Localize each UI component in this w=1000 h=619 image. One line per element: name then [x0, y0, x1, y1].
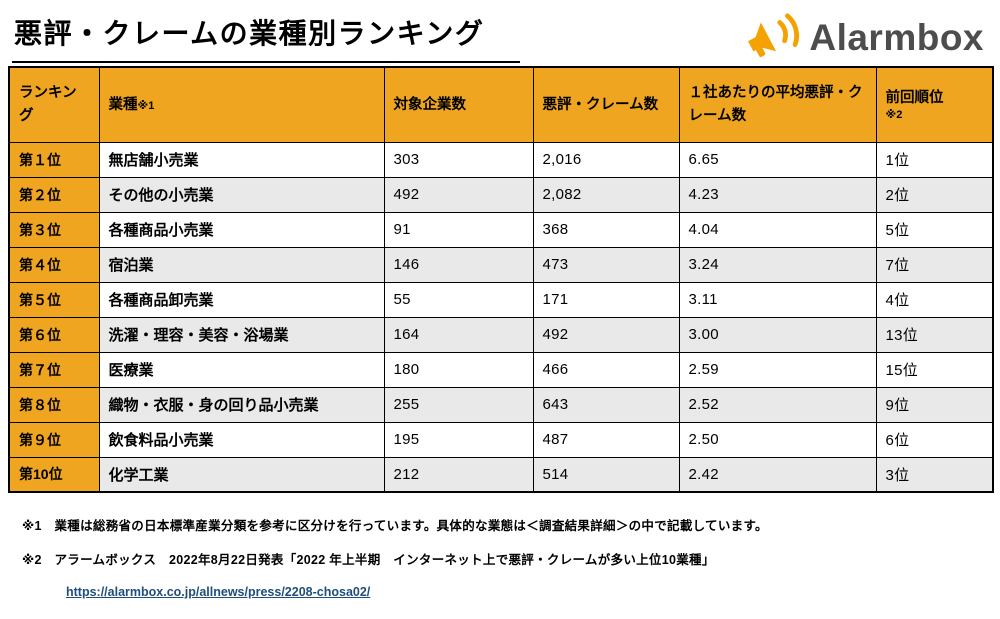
- col-header-ranking: ランキング: [8, 66, 100, 143]
- header-row: ランキング 業種※1 対象企業数 悪評・クレーム数 １社あたりの平均悪評・クレー…: [8, 66, 994, 143]
- industry-cell: 各種商品小売業: [98, 211, 385, 248]
- table-row: 第６位 洗濯・理容・美容・浴場業 164 492 3.00 13位: [8, 316, 994, 353]
- complaints-cell: 643: [532, 386, 680, 423]
- rank-cell: 第10位: [8, 456, 100, 493]
- complaints-cell: 487: [532, 421, 680, 458]
- average-cell: 3.11: [678, 281, 877, 318]
- table-row: 第４位 宿泊業 146 473 3.24 7位: [8, 246, 994, 283]
- average-cell: 3.00: [678, 316, 877, 353]
- average-cell: 6.65: [678, 141, 877, 178]
- companies-cell: 91: [383, 211, 534, 248]
- average-cell: 3.24: [678, 246, 877, 283]
- rank-cell: 第４位: [8, 246, 100, 283]
- companies-cell: 195: [383, 421, 534, 458]
- average-cell: 4.04: [678, 211, 877, 248]
- complaints-cell: 466: [532, 351, 680, 388]
- complaints-cell: 514: [532, 456, 680, 493]
- average-cell: 2.42: [678, 456, 877, 493]
- alarmbox-logo: Alarmbox: [745, 12, 988, 63]
- col-header-previous-rank: 前回順位 ※2: [875, 66, 994, 143]
- previous-rank-cell: 13位: [875, 316, 994, 353]
- footnote-1: ※1 業種は総務省の日本標準産業分類を参考に区分けを行っています。具体的な業態は…: [22, 519, 768, 533]
- source-link[interactable]: https://alarmbox.co.jp/allnews/press/220…: [66, 585, 371, 599]
- companies-cell: 303: [383, 141, 534, 178]
- industry-cell: 化学工業: [98, 456, 385, 493]
- complaints-cell: 2,016: [532, 141, 680, 178]
- industry-cell: 無店舗小売業: [98, 141, 385, 178]
- rank-cell: 第５位: [8, 281, 100, 318]
- previous-rank-cell: 15位: [875, 351, 994, 388]
- previous-rank-cell: 4位: [875, 281, 994, 318]
- previous-rank-cell: 5位: [875, 211, 994, 248]
- companies-cell: 255: [383, 386, 534, 423]
- ranking-table: ランキング 業種※1 対象企業数 悪評・クレーム数 １社あたりの平均悪評・クレー…: [8, 66, 994, 493]
- col-header-companies: 対象企業数: [383, 66, 534, 143]
- previous-rank-cell: 3位: [875, 456, 994, 493]
- previous-rank-cell: 7位: [875, 246, 994, 283]
- footnotes: ※1 業種は総務省の日本標準産業分類を参考に区分けを行っています。具体的な業態は…: [0, 493, 1000, 601]
- table-row: 第５位 各種商品卸売業 55 171 3.11 4位: [8, 281, 994, 318]
- col-header-industry: 業種※1: [98, 66, 385, 143]
- complaints-cell: 171: [532, 281, 680, 318]
- rank-cell: 第７位: [8, 351, 100, 388]
- rank-cell: 第８位: [8, 386, 100, 423]
- rank-cell: 第２位: [8, 176, 100, 213]
- average-cell: 2.52: [678, 386, 877, 423]
- industry-cell: 宿泊業: [98, 246, 385, 283]
- table-row: 第９位 飲食料品小売業 195 487 2.50 6位: [8, 421, 994, 458]
- rank-cell: 第３位: [8, 211, 100, 248]
- companies-cell: 55: [383, 281, 534, 318]
- complaints-cell: 492: [532, 316, 680, 353]
- companies-cell: 212: [383, 456, 534, 493]
- complaints-cell: 473: [532, 246, 680, 283]
- page-title: 悪評・クレームの業種別ランキング: [12, 10, 520, 63]
- table-row: 第１位 無店舗小売業 303 2,016 6.65 1位: [8, 141, 994, 178]
- previous-rank-cell: 2位: [875, 176, 994, 213]
- average-cell: 4.23: [678, 176, 877, 213]
- industry-cell: その他の小売業: [98, 176, 385, 213]
- rank-cell: 第９位: [8, 421, 100, 458]
- rank-cell: 第１位: [8, 141, 100, 178]
- table-row: 第８位 織物・衣服・身の回り品小売業 255 643 2.52 9位: [8, 386, 994, 423]
- logo-text: Alarmbox: [809, 16, 984, 58]
- complaints-cell: 2,082: [532, 176, 680, 213]
- companies-cell: 492: [383, 176, 534, 213]
- companies-cell: 180: [383, 351, 534, 388]
- average-cell: 2.50: [678, 421, 877, 458]
- industry-cell: 各種商品卸売業: [98, 281, 385, 318]
- industry-cell: 洗濯・理容・美容・浴場業: [98, 316, 385, 353]
- table-row: 第３位 各種商品小売業 91 368 4.04 5位: [8, 211, 994, 248]
- megaphone-icon: [745, 12, 803, 63]
- average-cell: 2.59: [678, 351, 877, 388]
- table-row: 第７位 医療業 180 466 2.59 15位: [8, 351, 994, 388]
- industry-cell: 飲食料品小売業: [98, 421, 385, 458]
- complaints-cell: 368: [532, 211, 680, 248]
- col-header-average: １社あたりの平均悪評・クレーム数: [678, 66, 877, 143]
- previous-rank-cell: 6位: [875, 421, 994, 458]
- previous-rank-cell: 9位: [875, 386, 994, 423]
- industry-cell: 織物・衣服・身の回り品小売業: [98, 386, 385, 423]
- col-header-complaints: 悪評・クレーム数: [532, 66, 680, 143]
- companies-cell: 164: [383, 316, 534, 353]
- table-row: 第10位 化学工業 212 514 2.42 3位: [8, 456, 994, 493]
- industry-cell: 医療業: [98, 351, 385, 388]
- footnote-2: ※2 アラームボックス 2022年8月22日発表「2022 年上半期 インターネ…: [22, 553, 715, 567]
- companies-cell: 146: [383, 246, 534, 283]
- rank-cell: 第６位: [8, 316, 100, 353]
- header: 悪評・クレームの業種別ランキング Alarmbox: [0, 0, 1000, 63]
- previous-rank-cell: 1位: [875, 141, 994, 178]
- table-row: 第２位 その他の小売業 492 2,082 4.23 2位: [8, 176, 994, 213]
